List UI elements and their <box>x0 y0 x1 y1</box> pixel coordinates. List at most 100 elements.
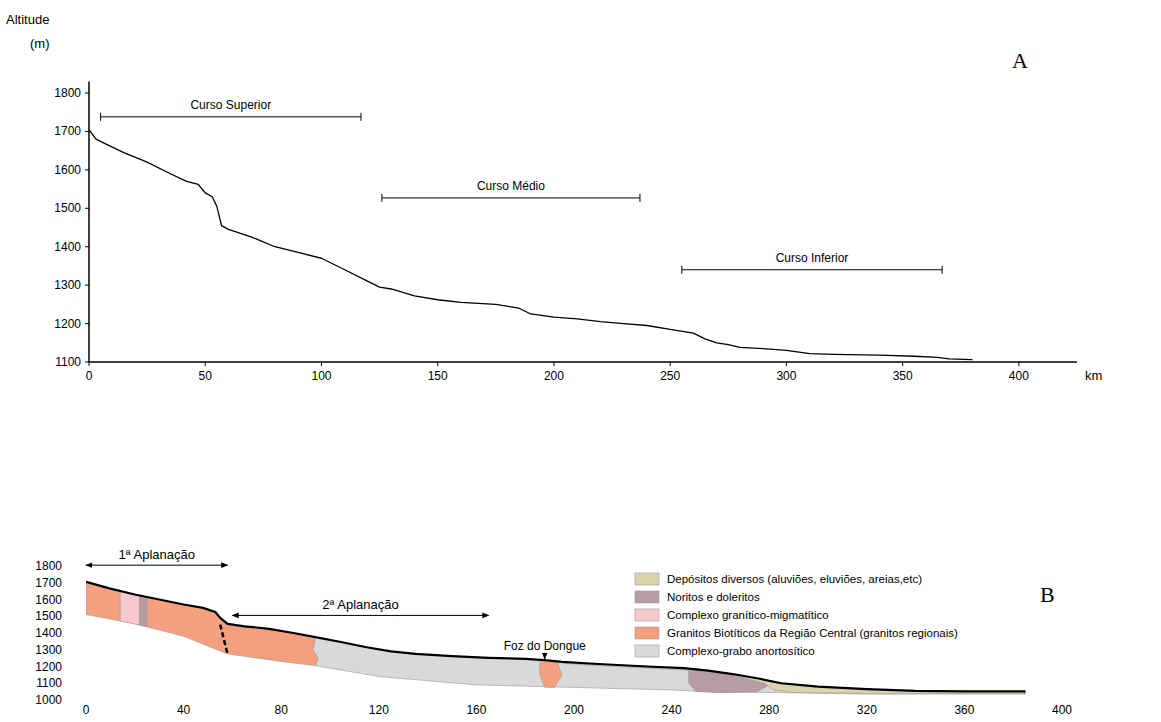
x-tick-label: 80 <box>275 703 289 717</box>
geologic-unit <box>140 595 147 626</box>
planation-arrow <box>232 615 488 616</box>
course-label: Curso Médio <box>477 179 545 193</box>
x-tick <box>670 362 671 366</box>
panel-letter: A <box>1012 48 1028 73</box>
y-tick <box>85 323 89 324</box>
x-tick-label: 280 <box>759 703 779 717</box>
x-tick-label: 0 <box>86 369 93 383</box>
x-tick <box>553 362 554 366</box>
course-bar-cap <box>100 113 101 121</box>
annotation-arrow <box>544 653 545 659</box>
y-tick <box>85 362 89 363</box>
x-tick-label: 300 <box>776 369 796 383</box>
legend-swatch <box>635 609 659 621</box>
y-tick-label: 1000 <box>35 693 62 707</box>
x-tick <box>205 362 206 366</box>
legend-label: Noritos e doleritos <box>667 591 760 603</box>
y-tick-label: 1400 <box>35 626 62 640</box>
surface-line <box>86 582 1025 691</box>
x-tick <box>902 362 903 366</box>
y-tick-label: 1700 <box>54 124 81 138</box>
y-tick-label: 1400 <box>54 240 81 254</box>
x-tick-label: 250 <box>660 369 680 383</box>
panel-a: 0 50 100 150 200 250 300 350 400 1100 1200 1300 1400… <box>6 12 1102 383</box>
y-tick <box>85 169 89 170</box>
course-bar-cap <box>942 266 943 274</box>
course-label: Curso Superior <box>190 98 271 112</box>
x-tick <box>321 362 322 366</box>
y-tick-label: 1600 <box>54 163 81 177</box>
y-tick <box>85 285 89 286</box>
y-tick <box>85 246 89 247</box>
y-axis-title: Altitude <box>6 12 49 27</box>
x-tick-label: 200 <box>544 369 564 383</box>
x-tick <box>89 362 90 366</box>
y-tick-label: 1700 <box>35 576 62 590</box>
geologic-unit <box>313 637 1025 694</box>
fault-line <box>220 625 227 654</box>
x-axis-title: km <box>1085 368 1102 383</box>
x-tick-label: 350 <box>893 369 913 383</box>
y-tick <box>85 93 89 94</box>
panel-letter: B <box>1040 582 1055 607</box>
course-bar-cap <box>360 113 361 121</box>
legend-swatch <box>635 627 659 639</box>
y-tick <box>85 208 89 209</box>
y-tick-label: 1100 <box>55 355 81 369</box>
x-tick-label: 150 <box>428 369 448 383</box>
x-tick-label: 400 <box>1052 703 1072 717</box>
legend-label: Granitos Biotíticos da Região Central (g… <box>667 627 958 639</box>
annotation-label: Foz do Dongue <box>504 639 586 653</box>
y-tick-label: 1200 <box>35 660 62 674</box>
x-tick-label: 100 <box>311 369 331 383</box>
x-tick-label: 400 <box>1009 369 1029 383</box>
y-tick-label: 1300 <box>54 278 81 292</box>
planation-label: 2ª Aplanação <box>322 597 398 612</box>
x-tick <box>1018 362 1019 366</box>
y-axis-title: (m) <box>30 36 50 51</box>
x-tick <box>786 362 787 366</box>
course-bar <box>101 116 361 117</box>
planation-label: 1ª Aplanação <box>119 547 195 562</box>
profile-line <box>89 130 972 360</box>
legend-label: Complexo granítico-migmatítico <box>667 609 829 621</box>
x-tick-label: 50 <box>199 369 213 383</box>
course-bar <box>682 269 942 270</box>
legend: Depósitos diversos (aluviões, eluviões, … <box>635 573 958 657</box>
course-bar-cap <box>639 194 640 202</box>
legend-label: Depósitos diversos (aluviões, eluviões, … <box>667 573 922 585</box>
legend-swatch <box>635 645 659 657</box>
planation-arrow <box>86 565 228 566</box>
x-tick-label: 320 <box>857 703 877 717</box>
course-bar-cap <box>681 266 682 274</box>
course-label: Curso Inferior <box>776 251 849 265</box>
x-tick <box>437 362 438 366</box>
geologic-unit <box>540 660 562 688</box>
x-axis-line <box>89 361 1077 363</box>
figure: 0501001502002503003504001100120013001400… <box>0 0 1161 722</box>
plot-a <box>89 130 972 360</box>
legend-swatch <box>635 591 659 603</box>
y-tick-label: 1300 <box>35 643 62 657</box>
y-tick-label: 1600 <box>35 593 62 607</box>
y-axis-line <box>88 82 90 363</box>
plot-b <box>86 582 1025 694</box>
y-tick-label: 1500 <box>35 609 62 623</box>
x-tick-label: 120 <box>369 703 389 717</box>
legend-label: Complexo-grabo anortosítico <box>667 645 815 657</box>
x-tick-label: 200 <box>564 703 584 717</box>
geologic-unit <box>86 582 318 666</box>
x-tick-label: 240 <box>662 703 682 717</box>
x-tick-label: 0 <box>83 703 90 717</box>
y-tick-label: 1200 <box>54 317 81 331</box>
legend-swatch <box>635 573 659 585</box>
y-tick-label: 1100 <box>36 676 62 690</box>
panel-b: 0 40 80 120 160 200 240 280 320 360 400 1000 1100 120… <box>35 547 1072 717</box>
x-tick-label: 40 <box>177 703 191 717</box>
x-tick-label: 160 <box>466 703 486 717</box>
y-tick-label: 1800 <box>35 559 62 573</box>
x-tick-label: 360 <box>954 703 974 717</box>
y-tick <box>85 131 89 132</box>
y-tick-label: 1500 <box>54 201 81 215</box>
y-tick-label: 1800 <box>54 86 81 100</box>
